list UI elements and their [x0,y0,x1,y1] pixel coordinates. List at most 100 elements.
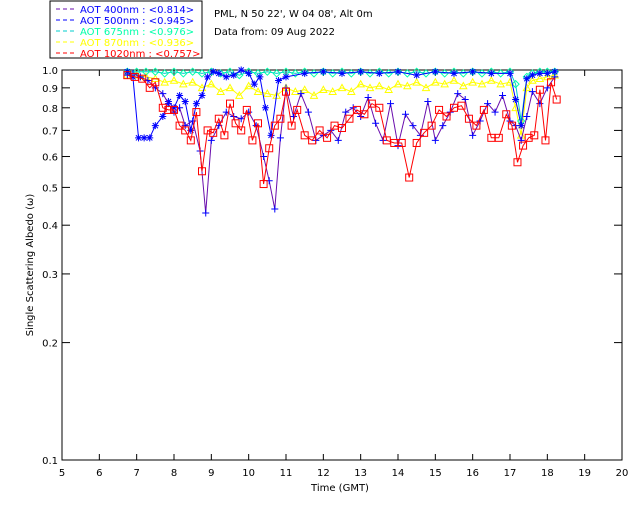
series-line [126,69,555,139]
title-line-2: Data from: 09 Aug 2022 [214,27,335,38]
data-point [304,108,312,116]
data-point [231,119,240,128]
data-point [267,131,275,139]
data-point [468,67,477,76]
data-point [412,77,422,86]
data-point [393,67,403,76]
data-point [430,77,440,86]
data-point [135,134,143,142]
data-point [439,122,447,130]
data-point [496,69,505,78]
data-point [220,131,229,140]
data-point [401,110,409,118]
data-point [491,108,499,116]
data-point [486,75,496,84]
data-point [449,75,459,84]
data-point [511,79,520,89]
data-point [225,67,235,76]
data-point [315,126,324,135]
data-point [170,105,178,114]
data-point [397,138,406,147]
data-point [159,90,167,98]
y-tick-label: 0.2 [42,339,58,350]
data-point [151,78,160,87]
data-point [309,91,319,99]
data-point [272,69,281,78]
data-point [276,134,284,142]
legend-label: AOT 870nm : <0.936> [80,38,194,49]
data-point [543,69,551,77]
data-point [454,90,462,98]
legend-box [49,0,203,59]
data-point [552,95,561,104]
data-point [472,121,481,130]
x-tick-label: 14 [392,468,405,479]
data-point [519,141,528,150]
data-point [427,121,436,130]
data-point [541,136,550,145]
series-aot-1020nm [123,71,561,189]
data-point [248,136,257,145]
data-point [469,131,477,139]
data-point [265,144,274,153]
data-point [323,133,332,142]
data-point [338,124,346,133]
data-point [237,66,245,74]
data-point [374,81,384,90]
x-tick-label: 17 [504,468,517,479]
data-point [291,69,300,78]
x-tick-label: 5 [59,468,65,479]
x-tick-label: 12 [317,468,330,479]
data-point [151,67,160,76]
data-point [502,110,511,119]
data-point [337,83,347,92]
data-point [413,71,421,79]
data-point [334,136,342,144]
data-point [536,69,544,77]
data-point [421,69,431,78]
data-point [263,67,272,76]
data-point [356,79,366,88]
x-tick-label: 19 [578,468,591,479]
x-tick-label: 9 [208,468,214,479]
data-point [431,68,439,76]
x-tick-label: 8 [171,468,177,479]
data-point [393,79,403,88]
data-point [499,92,507,100]
data-point [176,92,184,100]
data-point [164,105,173,114]
data-point [216,87,226,95]
y-tick-label: 0.5 [42,183,58,194]
data-point [170,104,178,112]
data-point [308,136,317,145]
data-point [206,79,216,88]
data-point [203,126,212,135]
legend-label: AOT 1020nm : <0.757> [80,49,200,60]
data-point [536,100,544,108]
data-point [479,105,488,114]
x-tick-label: 11 [280,468,293,479]
data-point [409,122,417,130]
data-point [512,96,520,104]
data-point [352,105,361,114]
x-axis-label: Time (GMT) [310,483,369,494]
data-point [188,67,197,76]
data-point [394,68,402,76]
data-point [197,83,207,92]
data-point [204,73,212,81]
data-point [254,119,262,128]
data-point [450,69,458,77]
legend-label: AOT 500nm : <0.945> [80,16,194,27]
data-point [435,105,444,114]
data-point [487,69,495,77]
data-point [275,76,283,84]
data-point [403,69,412,78]
data-point [244,81,254,90]
x-tick-label: 20 [616,468,629,479]
data-point [169,75,179,84]
data-point [440,79,450,88]
legend: AOT 400nm : <0.814>AOT 500nm : <0.945>AO… [49,0,203,60]
y-tick-label: 0.6 [42,153,58,164]
data-point [197,69,207,78]
